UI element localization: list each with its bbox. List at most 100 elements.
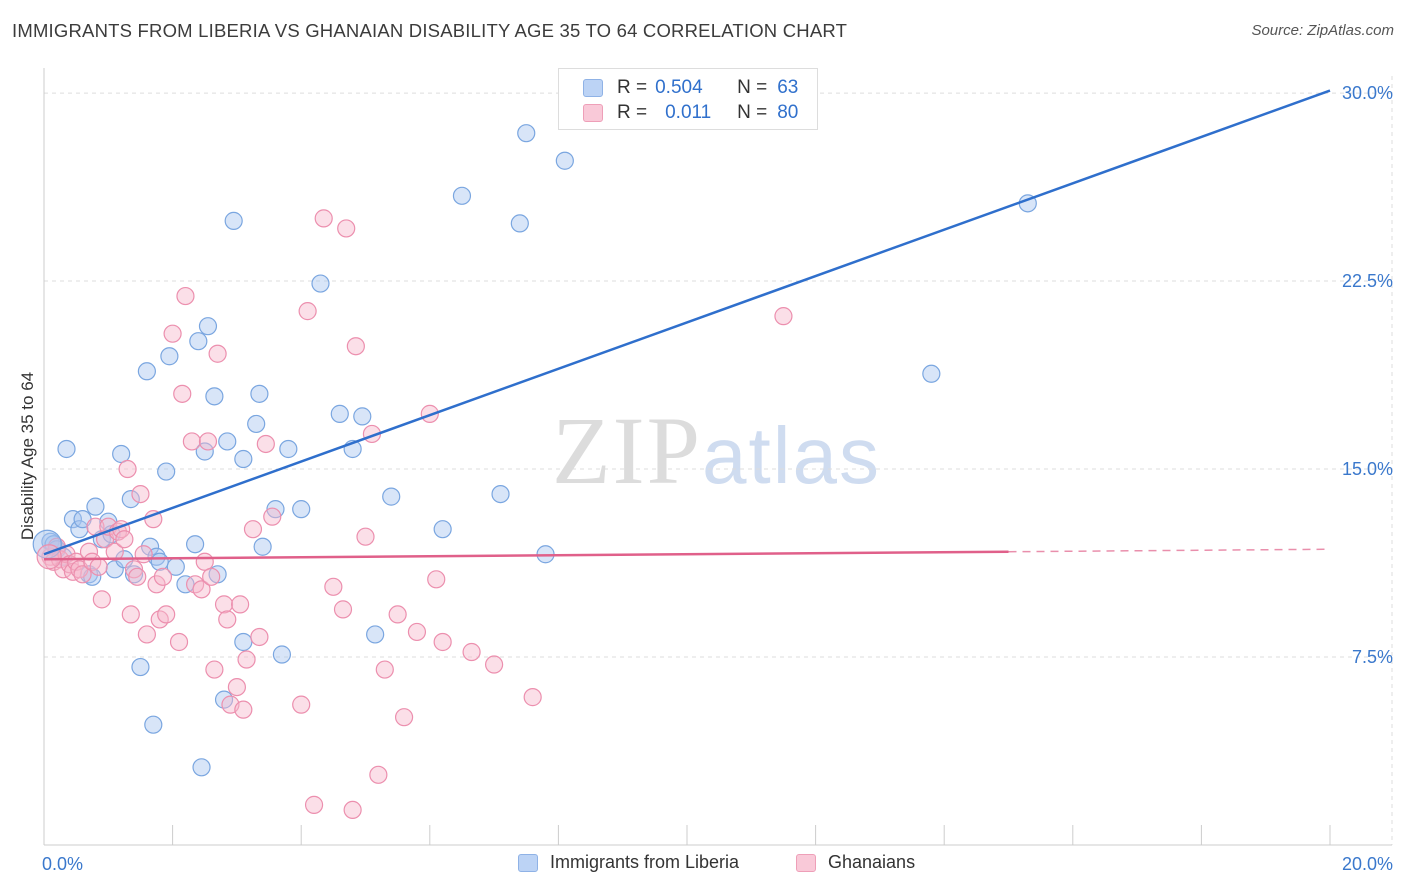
- liberia-point: [330, 404, 349, 423]
- series-swatch-blue: [518, 853, 538, 872]
- ghanaian-point: [205, 660, 224, 679]
- liberia-point: [517, 124, 536, 143]
- ghanaian-point: [292, 695, 311, 714]
- ghanaian-trend-extension: [1008, 548, 1331, 553]
- liberia-point: [218, 432, 237, 451]
- ghanaian-point: [388, 605, 407, 624]
- ghanaian-point: [234, 700, 253, 719]
- liberia-point: [234, 632, 253, 652]
- ghanaian-point: [157, 605, 176, 624]
- liberia-point: [922, 364, 941, 383]
- liberia-point: [433, 520, 452, 539]
- liberia-point: [353, 407, 372, 426]
- liberia-point: [137, 362, 156, 381]
- ghanaian-point: [394, 708, 414, 727]
- ghanaian-point: [192, 580, 211, 599]
- liberia-point: [131, 657, 150, 677]
- ghanaian-point: [231, 595, 250, 614]
- ghanaian-point: [263, 507, 282, 526]
- liberia-point: [224, 211, 243, 230]
- ghanaian-point: [485, 655, 504, 674]
- series-swatch-pink: [796, 853, 816, 872]
- ghanaian-point: [333, 600, 353, 619]
- liberia-point: [510, 214, 529, 233]
- ghanaian-point: [523, 688, 542, 707]
- y-tick-label: 15.0%: [1342, 459, 1393, 479]
- legend-swatch-pink: [583, 104, 603, 122]
- liberia-point: [195, 442, 214, 461]
- ghanaian-point: [324, 577, 343, 596]
- ghanaian-point: [427, 570, 446, 589]
- ghanaian-point: [163, 324, 182, 343]
- liberia-point: [144, 715, 163, 734]
- ghanaian-point: [173, 384, 192, 403]
- liberia-point: [86, 497, 105, 516]
- ghanaian-point: [250, 627, 269, 647]
- ghanaian-point: [243, 520, 263, 539]
- ghanaian-point: [433, 632, 452, 652]
- ghanaian-point: [298, 302, 317, 321]
- liberia-point: [192, 758, 211, 777]
- y-tick-label: 22.5%: [1342, 271, 1393, 291]
- ghanaian-point: [128, 567, 147, 586]
- ghanaian-point: [407, 622, 427, 642]
- liberia-point: [160, 347, 179, 366]
- ghanaian-point: [346, 337, 365, 356]
- liberia-point: [452, 186, 472, 205]
- chart-title: IMMIGRANTS FROM LIBERIA VS GHANAIAN DISA…: [12, 20, 848, 41]
- liberia-point: [150, 552, 169, 571]
- legend-n-value: 63: [777, 77, 799, 98]
- legend-r-label: R =: [617, 77, 648, 98]
- ghanaian-point: [337, 219, 356, 238]
- liberia-point: [253, 537, 272, 556]
- liberia-point: [57, 439, 76, 459]
- ghanaian-point: [115, 530, 134, 549]
- ghanaian-point: [256, 434, 275, 454]
- legend-row-liberia: R = 0.504 N = 63: [583, 76, 798, 100]
- y-tick-label: 30.0%: [1342, 83, 1393, 103]
- legend-n-label: N =: [737, 102, 768, 123]
- ghanaian-point: [153, 567, 173, 586]
- legend-n-value: 80: [777, 102, 799, 123]
- ghanaian-point: [147, 575, 166, 594]
- liberia-point: [140, 537, 160, 556]
- ghanaian-point: [121, 605, 140, 624]
- ghanaian-point: [198, 432, 218, 451]
- ghanaian-point: [89, 557, 108, 576]
- legend-r-value: 0.504: [655, 77, 703, 98]
- liberia-point: [382, 487, 401, 506]
- ghanaian-point: [92, 590, 111, 609]
- ghanaian-point: [182, 432, 201, 451]
- liberia-point: [189, 332, 208, 351]
- series-name-liberia: Immigrants from Liberia: [550, 852, 740, 872]
- ghanaian-point: [79, 542, 99, 561]
- ghanaian-point: [375, 660, 394, 679]
- ghanaian-point: [105, 542, 124, 561]
- series-legend-ghanaians: Ghanaians: [796, 852, 915, 873]
- liberia-point: [124, 565, 144, 584]
- series-name-ghanaians: Ghanaians: [828, 852, 916, 872]
- ghanaian-point: [218, 610, 237, 629]
- liberia-point: [491, 484, 510, 504]
- liberia-point: [279, 439, 298, 459]
- y-tick-label: 7.5%: [1352, 647, 1393, 667]
- liberia-point: [366, 625, 385, 644]
- liberia-point: [157, 462, 176, 481]
- series-legend-liberia: Immigrants from Liberia: [518, 852, 739, 873]
- ghanaian-point: [131, 484, 150, 504]
- legend-row-ghanaians: R = 0.011 N = 80: [583, 101, 798, 125]
- correlation-legend: R = 0.504 N = 63 R = 0.011 N = 80: [558, 68, 818, 130]
- liberia-point: [311, 274, 330, 293]
- ghanaian-point: [356, 527, 375, 546]
- ghanaian-point: [214, 595, 234, 614]
- ghanaian-point: [176, 286, 195, 306]
- liberia-point: [250, 384, 269, 403]
- liberia-point: [247, 414, 266, 434]
- watermark: ZIPatlas: [552, 395, 881, 506]
- liberia-point: [186, 535, 205, 554]
- liberia-point: [272, 645, 292, 664]
- ghanaian-point: [118, 459, 137, 479]
- legend-r-label: R =: [617, 102, 648, 123]
- tick-labels: 7.5% 15.0% 22.5% 30.0% 0.0% 20.0%: [42, 83, 1393, 874]
